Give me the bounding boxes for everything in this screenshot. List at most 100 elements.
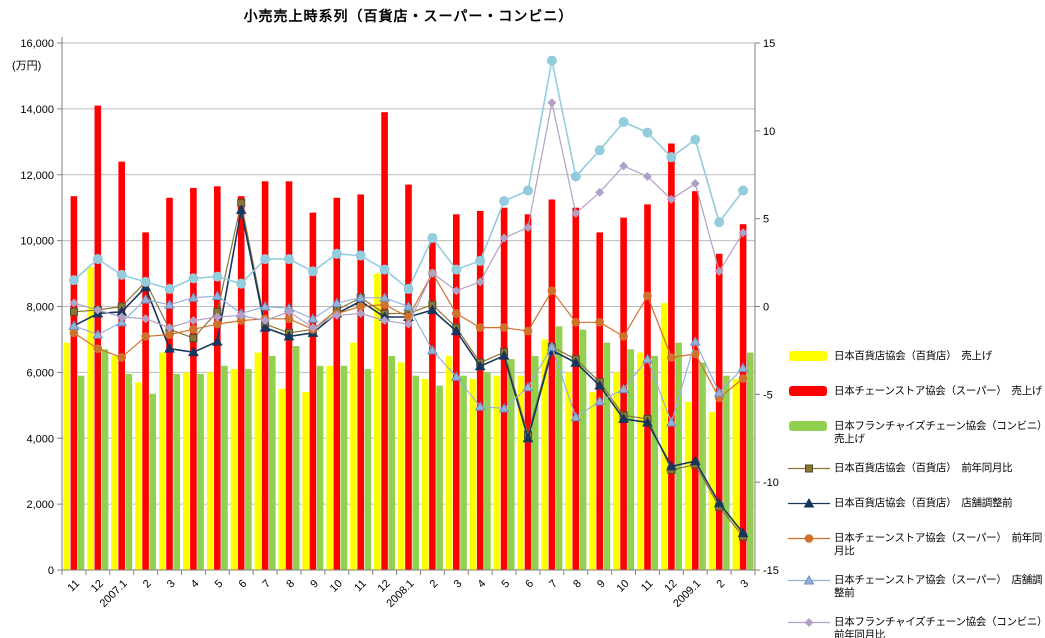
bar xyxy=(364,369,372,570)
bar xyxy=(149,393,157,570)
x-axis-category-label: 3 xyxy=(165,578,178,591)
left-axis-tick-label: 16,000 xyxy=(20,38,54,50)
bar xyxy=(316,365,324,570)
legend-bar-color xyxy=(789,386,827,396)
triangle-marker xyxy=(116,316,128,327)
diamond-marker xyxy=(332,310,342,320)
bar xyxy=(221,365,228,570)
diamond-marker xyxy=(571,208,581,218)
bar xyxy=(285,181,293,571)
x-axis-category-label: 11 xyxy=(639,578,656,595)
bar xyxy=(118,161,125,570)
triangle-marker xyxy=(188,346,199,357)
circle-marker xyxy=(236,316,246,325)
bar xyxy=(565,372,572,570)
diamond-marker xyxy=(642,172,652,182)
left-axis-tick-label: 12,000 xyxy=(20,170,54,182)
circle-marker xyxy=(667,353,676,362)
diamond-marker xyxy=(451,286,461,296)
bar xyxy=(87,267,94,570)
circle-marker xyxy=(499,323,509,332)
legend-label: 日本チェーンストア協会（スーパー） 売上げ xyxy=(834,385,1043,397)
bar xyxy=(613,372,620,570)
x-axis-category-label: 2 xyxy=(714,578,727,591)
bar xyxy=(230,369,238,570)
x-axis-category-label: 3 xyxy=(452,578,465,591)
right-axis-tick-label: 15 xyxy=(763,38,775,50)
bar xyxy=(453,214,460,571)
diamond-marker xyxy=(523,222,533,232)
triangle-marker xyxy=(522,432,534,443)
x-axis-category-label: 3 xyxy=(738,578,751,591)
diamond-marker xyxy=(690,179,700,189)
bar xyxy=(460,375,467,570)
legend-line-swatch xyxy=(788,574,830,585)
circle-marker xyxy=(379,264,390,275)
diamond-marker xyxy=(117,312,127,322)
bar xyxy=(589,392,596,570)
legend-marker xyxy=(805,464,813,473)
bar xyxy=(548,199,556,570)
circle-marker xyxy=(116,269,127,280)
circle-marker xyxy=(451,309,461,318)
bar xyxy=(651,355,658,570)
legend-marker xyxy=(804,618,814,627)
diamond-marker xyxy=(236,310,246,320)
legend-swatch xyxy=(788,574,834,592)
triangle-marker xyxy=(803,497,815,508)
bar xyxy=(620,217,627,570)
line-series xyxy=(69,268,748,403)
legend-line-swatch xyxy=(788,464,830,473)
bar xyxy=(445,355,453,570)
circle-marker xyxy=(499,196,510,207)
left-axis-tick-label: 2,000 xyxy=(26,499,54,511)
x-axis-category-label: 2 xyxy=(141,578,154,591)
bar xyxy=(555,326,563,570)
triangle-marker xyxy=(689,336,701,346)
bar xyxy=(715,253,723,571)
circle-marker xyxy=(643,291,652,301)
legend-item: 日本百貨店協会（百貨店） 店舗調整前 xyxy=(788,497,1044,515)
triangle-marker xyxy=(737,362,749,372)
circle-marker xyxy=(690,349,700,359)
circle-marker xyxy=(188,273,199,284)
legend-bar-swatch xyxy=(789,421,827,431)
circle-marker xyxy=(284,314,294,324)
bar-series xyxy=(77,326,754,570)
circle-marker xyxy=(738,185,749,196)
legend-label: 日本チェーンストア協会（スーパー） 前年同月比 xyxy=(834,532,1043,557)
triangle-marker xyxy=(666,460,677,471)
circle-marker xyxy=(690,134,701,145)
bar xyxy=(254,352,262,570)
bar xyxy=(517,375,525,570)
diamond-marker xyxy=(619,161,629,171)
diamond-marker xyxy=(93,305,103,315)
left-axis-tick-label: 4,000 xyxy=(26,433,54,445)
chart-title: 小売売上時系列（百貨店・スーパー・コンビニ） xyxy=(243,8,574,24)
bar xyxy=(637,352,644,570)
triangle-marker xyxy=(331,297,343,307)
circle-marker xyxy=(260,254,271,265)
x-axis-category-label: 11 xyxy=(66,578,83,595)
legend-item: 日本チェーンストア協会（スーパー） 店舗調整前 xyxy=(788,574,1044,599)
circle-marker xyxy=(451,264,462,275)
circle-marker xyxy=(547,286,557,295)
x-axis-category-label: 7 xyxy=(260,578,273,591)
bar xyxy=(684,402,692,570)
legend-label: 日本百貨店協会（百貨店） 前年同月比 xyxy=(834,462,1013,474)
legend-swatch xyxy=(788,385,834,403)
bar xyxy=(214,186,221,571)
triangle-marker xyxy=(450,371,462,381)
x-axis-category-label: 8 xyxy=(571,578,584,591)
triangle-marker xyxy=(164,343,175,353)
circle-marker xyxy=(141,332,150,341)
triangle-marker xyxy=(666,416,677,427)
diamond-marker xyxy=(308,323,318,333)
circle-marker xyxy=(68,275,79,286)
triangle-marker xyxy=(713,387,725,397)
legend-label: 日本フランチャイズチェーン協会（コンビニ） 売上げ xyxy=(834,420,1045,445)
bar xyxy=(484,372,491,570)
circle-marker xyxy=(570,171,581,182)
circle-marker xyxy=(355,250,366,261)
bar xyxy=(340,365,348,570)
